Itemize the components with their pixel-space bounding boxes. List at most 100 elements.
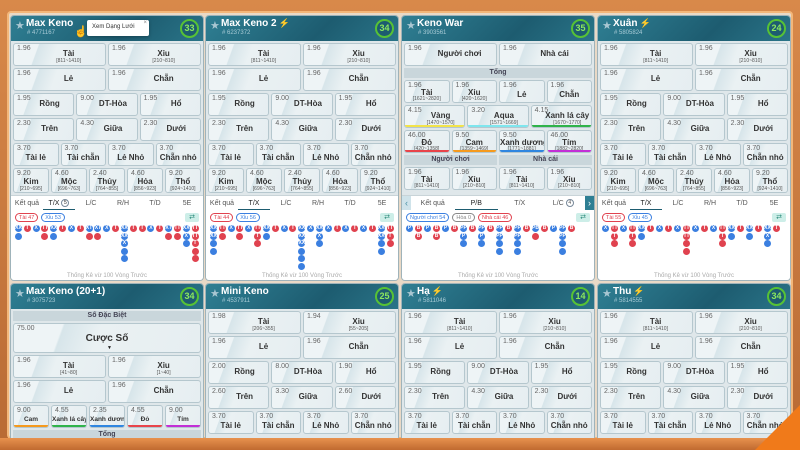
bet-cell[interactable]: 9.00 DT-Hòa [663,93,725,116]
tab-k-t-qu-[interactable]: Kết quả [411,196,455,211]
bet-cell[interactable]: 2.30 Trên [600,118,662,141]
tab-t-x[interactable]: T/X 5 [43,196,75,211]
bet-cell[interactable]: 3.70 Lẻ Nhỏ [499,411,545,434]
close-icon[interactable]: × [143,20,147,26]
bet-cell[interactable]: 2.60 Trên [208,386,270,409]
bet-cell[interactable]: 3.70 Chẵn nhỏ [350,411,396,434]
tab-l-c[interactable]: L/C [75,196,107,211]
bet-cell[interactable]: 1.96 Lẻ [208,68,301,91]
favorite-star-icon[interactable]: ★ [602,20,612,32]
bet-cell[interactable]: 1.96 Chẵn [303,68,396,91]
bet-cell[interactable]: 2.40 Thủy [764~855] [284,168,320,193]
bet-cell[interactable]: 4.60 Mộc [696~763] [51,168,87,193]
bet-cell[interactable]: 2.60 Dưới [334,386,396,409]
bet-cell[interactable]: 1.96 Chẵn [303,336,396,359]
bet-cell[interactable]: 2.40 Thủy [764~855] [89,168,125,193]
bet-cell[interactable]: 2.30 Dưới [334,118,396,141]
bet-cell[interactable]: 4.30 Giữa [663,118,725,141]
bet-cell[interactable]: 1.96 Chẵn [546,80,592,103]
panel-header[interactable]: ★ Max Keno (20+1) # 3075723 34 [11,284,203,309]
bet-cell[interactable]: 2.30 Trên [208,118,270,141]
bet-cell[interactable]: 1.96 Lẻ [208,336,301,359]
bet-cell[interactable]: 1.96 Xỉu [1~40] [108,355,201,378]
bet-cell[interactable]: 3.70 Chẵn nhỏ [546,411,592,434]
bet-cell[interactable]: 1.95 Hổ [530,361,592,384]
bet-cell[interactable]: 3.70 Lẻ Nhỏ [108,143,154,166]
bet-cell[interactable]: 3.30 Giữa [271,386,333,409]
bet-cell[interactable]: 4.55 Đỏ [127,405,163,428]
bet-cell[interactable]: 9.20 Kim [210~695] [208,168,244,193]
bet-cell[interactable]: 2.30 Trên [600,386,662,409]
bet-cell[interactable]: 2.40 Thủy [764~855] [676,168,712,193]
bet-cell[interactable]: 3.20 Aqua [1571~1669] [467,105,529,128]
panel-header[interactable]: ★ Mini Keno # 4537911 25 [206,284,398,309]
bet-cell[interactable]: 3.70 Chẵn nhỏ [155,143,201,166]
bet-cell[interactable]: 1.96 Xỉu [210~810] [695,43,788,66]
bet-cell[interactable]: 1.96 Xỉu [210~810] [695,311,788,334]
bet-cell[interactable]: 9.00 Cam [13,405,49,428]
favorite-star-icon[interactable]: ★ [406,20,416,32]
dropdown-arrow-icon[interactable]: ▼ [107,345,112,351]
bet-cell[interactable]: 3.70 Tài lẻ [208,411,254,434]
bet-cell[interactable]: 1.96 Lẻ [600,68,693,91]
tab-t-x[interactable]: T/X [238,196,270,211]
panel-header[interactable]: ★ Max Keno 2 ⚡ # 6237372 34 [206,16,398,41]
bet-cell[interactable]: 9.20 Thổ [924~1410] [752,168,788,193]
bet-cell[interactable]: 1.96 Xỉu [210~810] [303,43,396,66]
bet-cell[interactable]: 1.96 Chẵn [499,336,592,359]
bet-cell[interactable]: 1.96 Tài [1621~2820] [404,80,450,103]
bet-cell[interactable]: 1.96 Lẻ [13,380,106,403]
tab-r-h[interactable]: R/H [107,196,139,211]
bet-cell[interactable]: 3.70 Tài chẵn [647,143,693,166]
bet-cell[interactable]: 4.15 Vàng [1470~1570] [404,105,466,128]
bet-cell[interactable]: 4.60 Mộc [696~763] [246,168,282,193]
tab-5e[interactable]: 5E [366,196,398,211]
bet-cell[interactable]: 1.95 Rồng [600,361,662,384]
tab-t-d[interactable]: T/D [726,196,758,211]
bet-cell[interactable]: 1.98 Tài [206~355] [208,311,301,334]
bet-cell[interactable]: 9.00 DT-Hòa [271,93,333,116]
bet-cell[interactable]: 1.96 Lẻ [600,336,693,359]
bet-cell[interactable]: 4.55 Xanh lá cây [51,405,87,428]
bet-cell[interactable]: 3.70 Tài lẻ [600,411,646,434]
swap-view-icon[interactable]: ⇄ [576,213,590,222]
bet-cell[interactable]: 1.95 Hổ [334,93,396,116]
favorite-star-icon[interactable]: ★ [15,288,25,300]
panel-header[interactable]: ★ Hạ ⚡ # 5811046 14 [402,284,594,309]
bet-cell[interactable]: 2.00 Rồng [208,361,270,384]
bet-cell[interactable]: 1.95 Hổ [139,93,201,116]
bet-cell[interactable]: 1.96 Tài [41~80] [13,355,106,378]
bet-cell[interactable]: 2.30 Dưới [726,118,788,141]
tab-l-c[interactable]: L/C 4 [542,196,586,211]
tab-5e[interactable]: 5E [171,196,203,211]
tab-l-c[interactable]: L/C [270,196,302,211]
tab-r-h[interactable]: R/H [302,196,334,211]
scroll-left-arrow[interactable]: ‹ [402,195,411,211]
bet-cell[interactable]: 4.30 Giữa [76,118,138,141]
tab-k-t-qu-[interactable]: Kết quả [206,196,238,211]
bet-cell[interactable]: 46.00 Tím [1882~2820] [546,130,592,153]
bet-cell[interactable]: 1.95 Rồng [13,93,75,116]
bet-cell[interactable]: 1.96 Xỉu [210~810] [499,311,592,334]
bet-cell[interactable]: 3.70 Tài chẵn [255,411,301,434]
favorite-star-icon[interactable]: ★ [210,20,220,32]
scroll-right-arrow[interactable]: › [585,195,594,211]
bet-cell[interactable]: 9.00 Tím [165,405,201,428]
tab-t-d[interactable]: T/D [334,196,366,211]
bet-cell[interactable]: 1.95 Hổ [726,93,788,116]
panel-header[interactable]: ★ Keno War # 3903561 35 [402,16,594,41]
bet-cell[interactable]: 1.95 Rồng [404,361,466,384]
bet-cell[interactable]: 1.96 Xỉu [210~810] [108,43,201,66]
tab-p-b[interactable]: P/B [454,196,498,211]
bet-cell[interactable]: 2.35 Xanh dương [89,405,125,428]
tab-5e[interactable]: 5E [758,196,790,211]
tab-r-h[interactable]: R/H [694,196,726,211]
swap-view-icon[interactable]: ⇄ [380,213,394,222]
bet-cell[interactable]: 3.70 Lẻ Nhỏ [695,411,741,434]
bet-cell[interactable]: 1.96 Tài [811~1410] [208,43,301,66]
tab-k-t-qu-[interactable]: Kết quả [11,196,43,211]
bet-cell[interactable]: 1.96 Tài [811~1410] [404,311,497,334]
bet-cell[interactable]: 3.70 Tài lẻ [208,143,254,166]
bet-cell[interactable]: 1.96 Tài [811~1410] [499,167,545,190]
bet-cell[interactable]: 3.70 Tài chẵn [60,143,106,166]
